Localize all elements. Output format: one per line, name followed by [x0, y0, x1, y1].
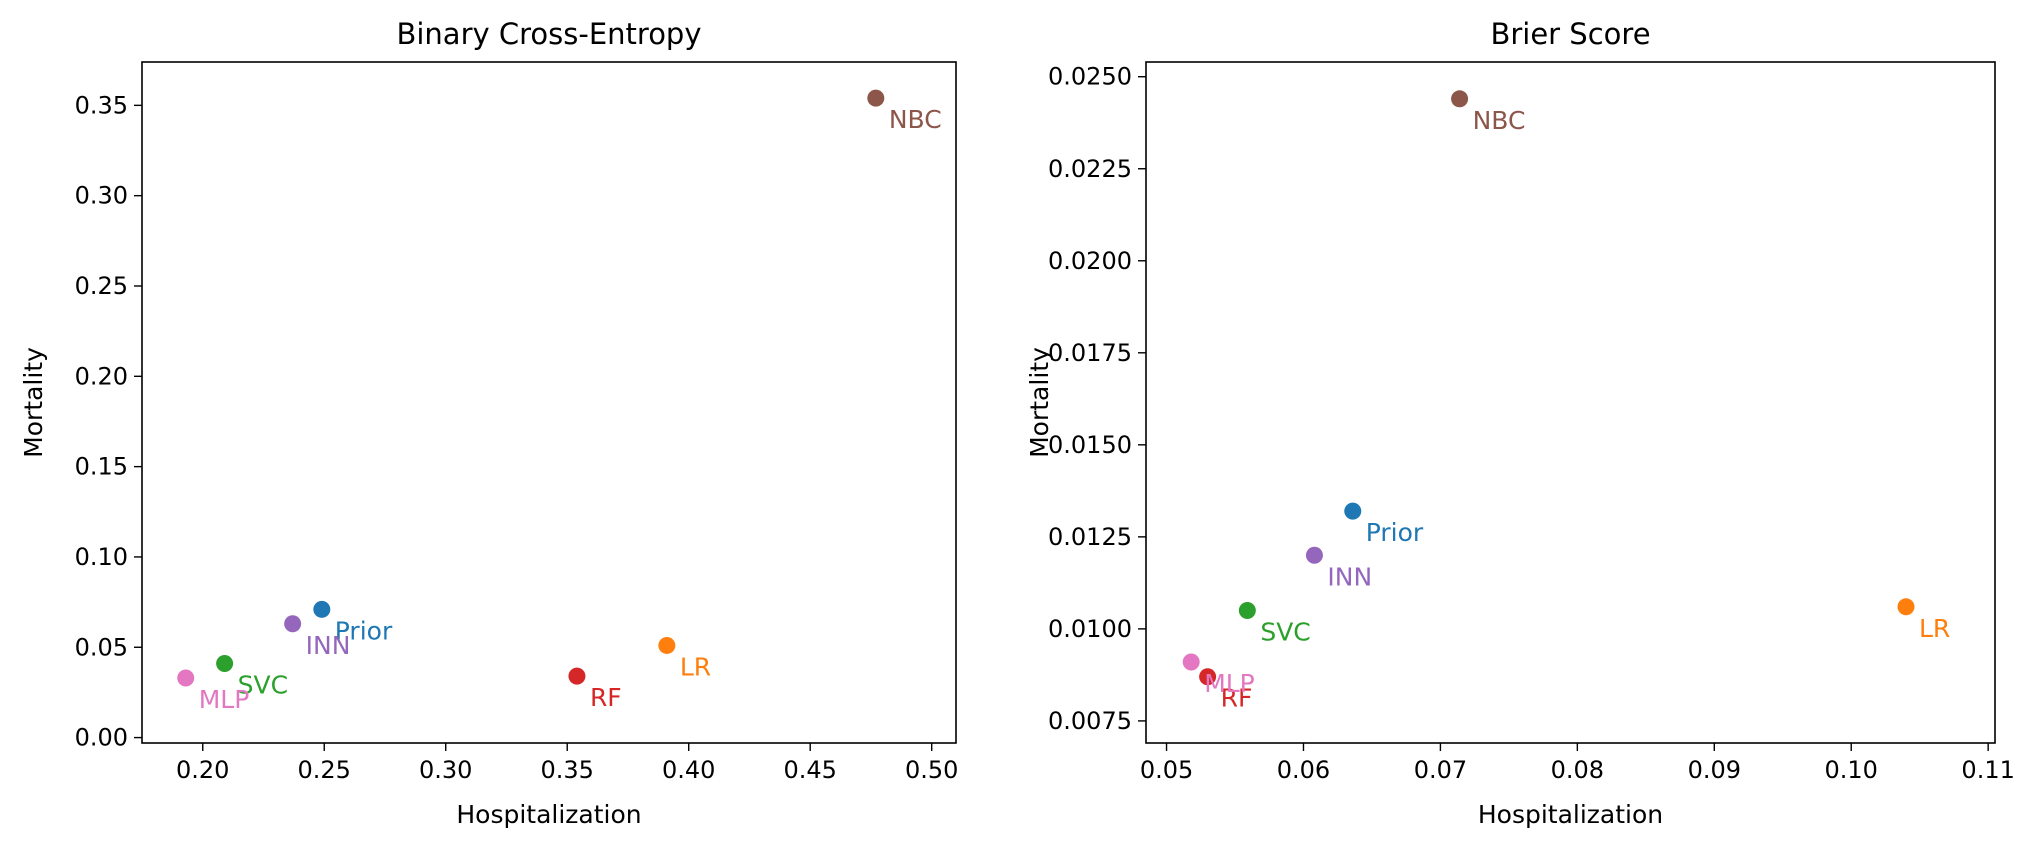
point-inn [1305, 546, 1323, 564]
point-label-svc: SVC [238, 671, 288, 700]
y-tick-label: 0.05 [75, 633, 128, 661]
point-label-prior: Prior [335, 616, 393, 645]
y-axis-label: Mortality [19, 347, 48, 458]
x-tick-label: 0.45 [783, 756, 836, 784]
point-label-inn: INN [306, 631, 351, 660]
y-tick-label: 0.25 [75, 272, 128, 300]
x-tick-label: 0.09 [1688, 756, 1741, 784]
y-tick-label: 0.00 [75, 724, 128, 752]
point-label-lr: LR [1919, 614, 1950, 643]
x-axis-label: Hospitalization [456, 800, 641, 829]
x-tick-label: 0.40 [662, 756, 715, 784]
x-tick-label: 0.20 [176, 756, 229, 784]
y-tick-label: 0.0225 [1048, 155, 1132, 183]
plot-area-frame [141, 61, 957, 744]
point-rf [568, 667, 586, 685]
point-mlp [1182, 653, 1200, 671]
y-tick-label: 0.0200 [1048, 247, 1132, 275]
y-tick-label: 0.0100 [1048, 615, 1132, 643]
y-tick-label: 0.30 [75, 182, 128, 210]
point-label-rf: RF [590, 683, 622, 712]
x-tick-label: 0.10 [1824, 756, 1877, 784]
point-label-lr: LR [680, 652, 711, 681]
chart-title: Binary Cross-Entropy [396, 17, 701, 51]
y-tick-label: 0.10 [75, 543, 128, 571]
x-tick-label: 0.25 [298, 756, 351, 784]
point-label-mlp: MLP [1204, 669, 1255, 698]
x-tick-label: 0.30 [419, 756, 472, 784]
y-tick-label: 0.0175 [1048, 339, 1132, 367]
chart-panel-1: Binary Cross-Entropy 0.20 0.25 0.30 0.35 0.40… [19, 17, 958, 829]
point-rf [1199, 668, 1217, 686]
point-svc [216, 655, 234, 673]
y-tick-label: 0.0125 [1048, 523, 1132, 551]
chart-title: Brier Score [1490, 17, 1650, 51]
x-tick-label: 0.35 [541, 756, 594, 784]
point-nbc [867, 89, 885, 107]
y-axis-label: Mortality [1025, 347, 1054, 458]
point-inn [284, 615, 302, 633]
point-label-mlp: MLP [199, 685, 250, 714]
x-tick-label: 0.50 [905, 756, 958, 784]
point-lr [658, 636, 676, 654]
x-tick-label: 0.06 [1277, 756, 1330, 784]
point-label-inn: INN [1327, 562, 1372, 591]
x-tick-label: 0.07 [1414, 756, 1467, 784]
y-tick-label: 0.0075 [1048, 707, 1132, 735]
point-prior [1344, 502, 1362, 520]
y-tick-label: 0.0150 [1048, 431, 1132, 459]
point-label-prior: Prior [1366, 518, 1424, 547]
x-axis-label: Hospitalization [1478, 800, 1663, 829]
point-mlp [177, 669, 195, 687]
point-label-svc: SVC [1260, 617, 1310, 646]
point-lr [1897, 598, 1915, 616]
point-label-rf: RF [1221, 684, 1253, 713]
y-tick-label: 0.20 [75, 362, 128, 390]
y-tick-label: 0.15 [75, 453, 128, 481]
point-label-nbc: NBC [1473, 106, 1526, 135]
chart-panel-2: Brier Score 0.05 0.06 0.07 0.08 0.09 0.10 0.11 0… [1025, 17, 2015, 829]
point-label-nbc: NBC [889, 105, 942, 134]
y-tick-label: 0.35 [75, 91, 128, 119]
point-nbc [1451, 90, 1469, 108]
x-tick-label: 0.11 [1961, 756, 2014, 784]
point-svc [1238, 601, 1256, 619]
x-tick-label: 0.08 [1551, 756, 1604, 784]
x-tick-label: 0.05 [1140, 756, 1193, 784]
y-tick-label: 0.0250 [1048, 63, 1132, 91]
plot-area-frame [1145, 61, 1996, 744]
point-prior [313, 600, 331, 618]
